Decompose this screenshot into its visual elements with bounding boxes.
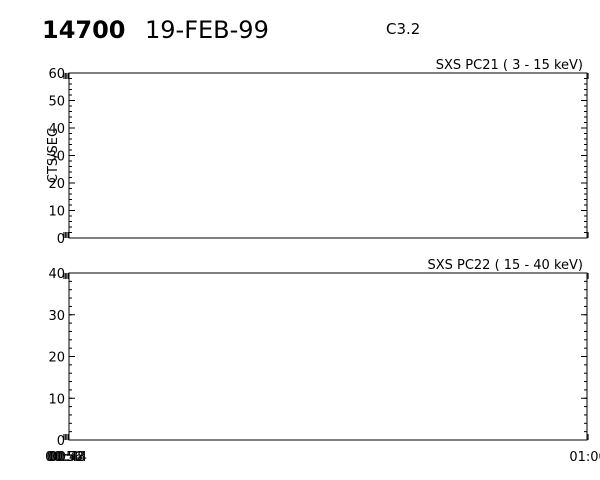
y-tick-label-1: 10 — [48, 205, 65, 220]
data-point-2 — [63, 373, 64, 374]
data-point-2 — [586, 398, 587, 399]
y-tick-label-2: 0 — [57, 434, 65, 449]
data-point-2 — [65, 406, 66, 407]
data-point-1 — [62, 177, 63, 178]
data-point-2 — [62, 377, 63, 378]
y-tick-label-1: 40 — [48, 122, 65, 137]
data-point-2 — [587, 385, 588, 386]
data-point-1 — [65, 210, 66, 211]
panel-title-2: SXS PC22 ( 15 - 40 keV) — [427, 258, 583, 273]
data-point-2 — [586, 402, 587, 403]
data-point-1 — [62, 174, 63, 175]
flare-class: C3.2 — [386, 20, 421, 38]
y-axis-label: CTS/SEC — [46, 128, 61, 183]
event-date: 19-FEB-99 — [145, 16, 269, 44]
y-tick-label-1: 50 — [48, 95, 65, 110]
x-tick-label: 01:00 — [569, 450, 600, 465]
data-point-1 — [586, 199, 587, 200]
data-point-1 — [62, 180, 63, 181]
y-tick-label-2: 20 — [48, 351, 65, 366]
data-point-1 — [65, 229, 66, 230]
x-tick-label: 00:56 — [45, 450, 82, 465]
y-tick-label-1: 0 — [57, 232, 65, 247]
data-point-2 — [66, 414, 67, 415]
data-point-1 — [586, 202, 587, 203]
data-point-1 — [65, 196, 66, 197]
data-point-1 — [66, 232, 67, 233]
y-tick-label-1: 30 — [48, 150, 65, 165]
data-point-1 — [587, 188, 588, 189]
data-point-1 — [587, 182, 588, 183]
y-tick-label-2: 40 — [48, 267, 65, 282]
data-point-2 — [66, 427, 67, 428]
data-point-2 — [65, 398, 66, 399]
data-point-2 — [66, 419, 67, 420]
x-tick-label: 00:52 — [47, 450, 84, 465]
data-point-2 — [65, 389, 66, 390]
data-point-1 — [587, 185, 588, 186]
x-tick-label: 00:48 — [48, 450, 85, 465]
panel-title-1: SXS PC21 ( 3 - 15 keV) — [436, 58, 583, 73]
plot-frame-2 — [68, 272, 588, 441]
y-tick-label-2: 30 — [48, 309, 65, 324]
y-tick-label-1: 60 — [48, 67, 65, 82]
event-id: 14700 — [42, 16, 126, 44]
y-tick-label-1: 20 — [48, 177, 65, 192]
data-point-1 — [63, 166, 64, 167]
data-point-2 — [66, 423, 67, 424]
data-point-2 — [62, 381, 63, 382]
data-point-2 — [587, 393, 588, 394]
data-point-1 — [65, 182, 66, 183]
data-point-2 — [65, 410, 66, 411]
data-point-1 — [65, 174, 66, 175]
data-point-2 — [587, 389, 588, 390]
x-tick-label: 00:44 — [50, 450, 87, 465]
data-point-1 — [63, 171, 64, 172]
data-point-1 — [63, 169, 64, 170]
data-point-2 — [65, 381, 66, 382]
plot-frame-1 — [68, 72, 588, 239]
y-tick-label-2: 10 — [48, 392, 65, 407]
data-point-1 — [65, 221, 66, 222]
